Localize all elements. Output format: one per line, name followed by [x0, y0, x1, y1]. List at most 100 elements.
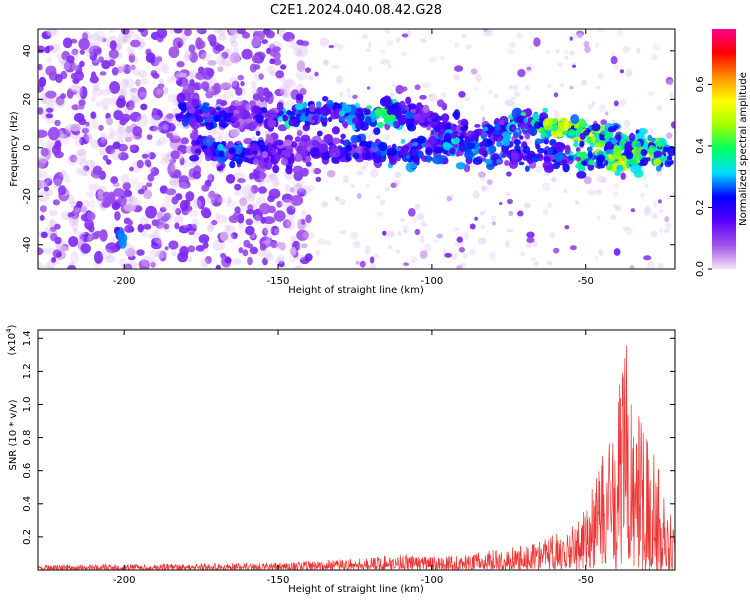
spectral-point [523, 202, 531, 209]
spectral-point [409, 156, 414, 161]
spectral-point [188, 106, 196, 114]
spectral-point [288, 118, 297, 127]
spectral-point [310, 168, 316, 174]
spectral-point [110, 176, 119, 184]
spectral-point [620, 172, 626, 180]
spectral-point [307, 75, 314, 81]
spectral-point [251, 89, 259, 95]
x-tick-label: -50 [578, 276, 594, 287]
colorbar-tick-label: 0.0 [695, 261, 706, 277]
spectral-point [451, 253, 458, 260]
spectral-point [125, 125, 133, 134]
spectral-point [122, 35, 132, 44]
spectral-point [249, 143, 260, 152]
spectral-point [596, 215, 601, 221]
spectral-point [229, 36, 237, 44]
spectral-point [412, 217, 417, 223]
spectral-point [587, 103, 594, 110]
spectral-point [393, 121, 399, 127]
spectral-point [220, 82, 232, 91]
spectral-point [228, 215, 239, 224]
spectral-point [249, 29, 257, 33]
spectral-point [170, 150, 180, 160]
spectral-point [388, 114, 396, 120]
spectral-point [486, 29, 494, 33]
spectral-point [272, 180, 280, 188]
spectral-point [366, 151, 371, 158]
spectral-point [546, 261, 553, 266]
spectral-point [531, 113, 540, 121]
spectral-point [270, 70, 276, 77]
spectral-point [161, 202, 172, 210]
spectral-point [549, 232, 555, 239]
spectrogram-x-ticks: -200 -150 -100 -50 [113, 29, 594, 287]
spectral-point [132, 96, 141, 103]
spectral-point [238, 153, 246, 159]
spectral-point [554, 151, 565, 162]
spectral-point [363, 147, 370, 152]
spectral-point [198, 49, 207, 60]
spectral-point [453, 227, 460, 232]
spectral-point [164, 196, 172, 203]
spectral-point [419, 94, 427, 100]
spectral-point [234, 96, 244, 106]
spectral-point [511, 101, 516, 108]
spectral-point [149, 125, 159, 132]
spectral-point [185, 191, 195, 202]
spectral-point [524, 165, 530, 172]
spectral-point [594, 137, 600, 144]
spectrogram-points [38, 29, 675, 269]
spectral-point [657, 141, 663, 148]
spectral-point [117, 52, 123, 59]
spectral-point [535, 143, 541, 150]
spectral-point [564, 55, 569, 60]
spectral-point [117, 32, 128, 45]
spectral-point [364, 109, 371, 116]
spectral-point [200, 145, 208, 150]
spectral-point [415, 203, 421, 211]
spectral-point [155, 140, 162, 147]
spectral-point [80, 205, 88, 213]
x-tick-label: -200 [113, 575, 136, 586]
spectral-point [658, 199, 662, 204]
spectral-point [662, 156, 668, 160]
spectral-point [630, 163, 642, 174]
spectral-point [664, 228, 670, 234]
spectral-point [43, 247, 56, 255]
x-tick-label: -150 [267, 575, 290, 586]
spectral-point [657, 262, 664, 269]
spectral-point [71, 62, 79, 72]
spectral-point [636, 47, 641, 54]
spectral-point [218, 150, 225, 158]
spectral-point [643, 255, 652, 261]
spectral-point [88, 64, 95, 70]
spectral-point [321, 154, 330, 161]
spectral-point [416, 213, 424, 221]
spectral-point [302, 231, 315, 240]
spectral-point [106, 117, 113, 126]
spectral-point [129, 166, 134, 172]
spectral-point [98, 147, 107, 156]
spectral-point [188, 159, 198, 168]
spectral-point [90, 232, 100, 240]
spectral-point [224, 48, 233, 55]
spectral-point [498, 119, 505, 126]
spectral-point [635, 142, 642, 148]
spectral-point [339, 138, 345, 144]
spectral-point [253, 214, 262, 225]
spectral-point [139, 91, 148, 98]
spectral-point [465, 44, 472, 50]
spectral-point [367, 41, 372, 49]
spectral-point [563, 188, 568, 194]
spectral-point [221, 51, 229, 59]
spectral-point [511, 96, 516, 100]
spectral-point [350, 184, 356, 189]
spectral-point [644, 205, 651, 213]
spectral-point [454, 241, 463, 247]
spectral-point [259, 145, 269, 153]
spectral-point [38, 158, 49, 169]
x-tick-label: -100 [421, 575, 444, 586]
spectral-point [480, 224, 486, 230]
spectral-point [520, 251, 526, 257]
spectral-point [40, 147, 49, 157]
